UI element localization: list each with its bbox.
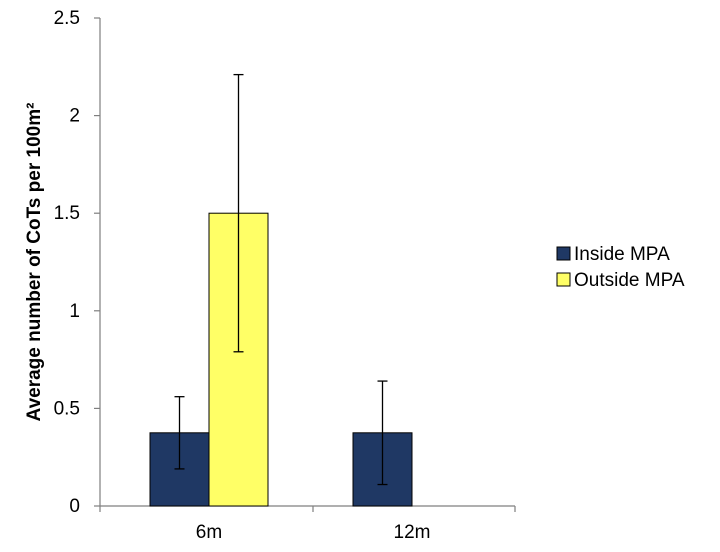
y-ticks: 0 0.5 1 1.5 2 2.5 bbox=[54, 8, 100, 517]
x-ticks: 6m 12m bbox=[99, 506, 516, 543]
bars bbox=[149, 212, 413, 507]
y-tick-label: 1 bbox=[69, 301, 80, 322]
legend-swatch bbox=[556, 272, 571, 287]
y-tick-label: 0 bbox=[69, 496, 80, 517]
y-tick-label: 0.5 bbox=[54, 398, 80, 419]
y-axis-label: Average number of CoTs per 100m² bbox=[24, 103, 45, 422]
y-tick-label: 1.5 bbox=[54, 203, 80, 224]
legend-label: Inside MPA bbox=[574, 244, 670, 265]
error-bar bbox=[174, 396, 185, 470]
legend-swatch bbox=[556, 246, 571, 261]
error-bars bbox=[174, 73, 388, 486]
error-bar bbox=[377, 380, 388, 486]
legend-label: Outside MPA bbox=[574, 270, 685, 291]
x-tick-label: 12m bbox=[394, 522, 431, 543]
x-tick-label: 6m bbox=[196, 522, 222, 543]
y-tick-label: 2 bbox=[69, 106, 80, 127]
legend: Inside MPA Outside MPA bbox=[556, 244, 685, 291]
error-bar bbox=[233, 73, 244, 353]
y-tick-label: 2.5 bbox=[54, 8, 80, 29]
